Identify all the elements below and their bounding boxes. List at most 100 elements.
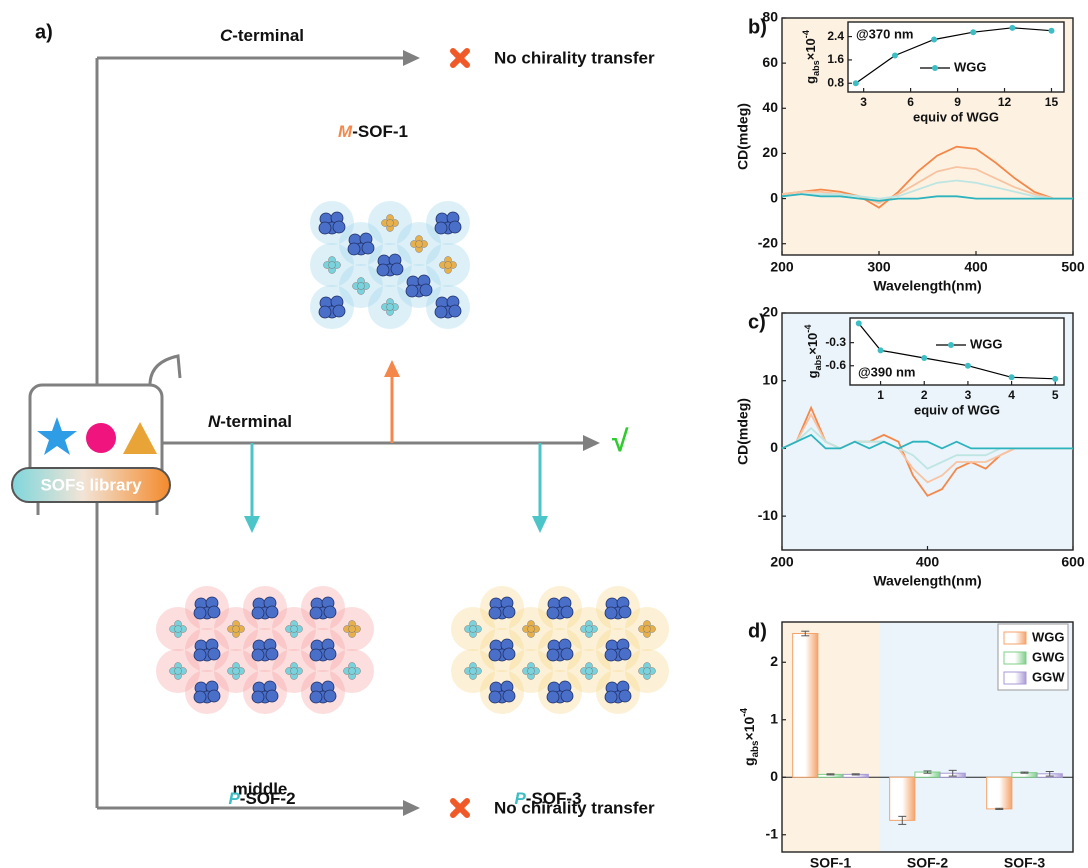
blob [361, 241, 375, 255]
point [931, 36, 938, 43]
legend-label: WGG [954, 59, 987, 74]
x-axis-label: Wavelength(nm) [873, 278, 981, 294]
point [855, 320, 862, 327]
blob [318, 221, 332, 235]
italic-part: P [514, 789, 526, 808]
series-line [781, 145, 1073, 209]
x-tick-label: 300 [867, 258, 891, 274]
blob [323, 647, 337, 661]
node [386, 219, 394, 227]
blob [434, 305, 448, 319]
axis-label: CD(mdeg) [735, 398, 751, 465]
panel-label: c) [748, 311, 766, 333]
y-tick-label: 20 [762, 144, 778, 160]
y-tick-label: 1 [770, 710, 778, 726]
hook [148, 354, 182, 386]
blob [347, 242, 361, 256]
blob [560, 647, 574, 661]
panel-label: d) [748, 620, 767, 642]
y-tick-label: 2.4 [827, 29, 844, 43]
axis-label: gabs×10-4 [739, 707, 761, 765]
panel-label: b) [748, 16, 767, 38]
series-line [781, 193, 1073, 202]
x-tick-label: 400 [916, 553, 940, 569]
blob [309, 648, 323, 662]
arrow-head [403, 800, 420, 816]
panel-label: a) [35, 21, 53, 43]
error-bar [1020, 771, 1029, 774]
y-tick-label: -0.6 [825, 358, 846, 372]
x-tick-label: SOF-3 [1004, 855, 1045, 868]
annotation: @370 nm [856, 26, 913, 41]
blob [207, 689, 221, 703]
annotation: @390 nm [858, 364, 915, 379]
node [348, 667, 356, 675]
blob [251, 690, 265, 704]
label-part: ×10 [741, 717, 757, 741]
node [643, 667, 651, 675]
blob [488, 690, 502, 704]
arrow-head [403, 50, 420, 66]
blob [332, 304, 346, 318]
x-tick-label: 9 [954, 95, 961, 109]
blob [546, 606, 560, 620]
y-tick-label: -20 [758, 234, 778, 250]
y-tick-label: 40 [762, 99, 778, 115]
node [585, 625, 593, 633]
legend-marker [932, 65, 938, 71]
error-bar [898, 815, 907, 825]
label-sub: abs [750, 740, 761, 757]
circle-icon [86, 423, 116, 453]
blob [502, 605, 516, 619]
blob [502, 647, 516, 661]
y-tick-label: -1 [766, 825, 779, 841]
blob [448, 304, 462, 318]
italic-part: M [338, 122, 353, 141]
series-line [855, 27, 1052, 84]
blob [193, 690, 207, 704]
x-tick-label: 3 [860, 95, 867, 109]
bar [792, 633, 819, 778]
point [970, 29, 977, 36]
label-sup: -4 [739, 707, 750, 716]
structure-label: P-SOF-2 [228, 789, 295, 808]
point [1008, 374, 1015, 381]
series-line [781, 166, 1073, 205]
error-bar [851, 773, 860, 776]
arrow-head [384, 360, 400, 377]
y-tick-label: 10 [762, 371, 778, 387]
x-tick-label: 4 [1008, 388, 1015, 402]
blob [618, 605, 632, 619]
blob [251, 606, 265, 620]
point [1048, 27, 1055, 34]
label-part: g [741, 757, 757, 766]
branch-label: C-terminal [220, 26, 304, 45]
arrow-head [532, 516, 548, 533]
series-line [781, 433, 1073, 450]
check-mark: √ [612, 425, 629, 458]
blob [560, 689, 574, 703]
blob [448, 220, 462, 234]
legend-label: GWG [1032, 649, 1065, 664]
branch-label: N-terminal [208, 412, 292, 431]
blob [251, 648, 265, 662]
blob [604, 606, 618, 620]
node [232, 667, 240, 675]
text-part: -terminal [232, 26, 304, 45]
node [290, 625, 298, 633]
point [852, 80, 859, 87]
x-tick-label: 12 [998, 95, 1012, 109]
text-part: -SOF-3 [526, 789, 582, 808]
blob [618, 647, 632, 661]
blob [265, 689, 279, 703]
error-bar [923, 770, 932, 774]
blob [207, 647, 221, 661]
node [328, 261, 336, 269]
x-tick-label: 2 [921, 388, 928, 402]
blob [405, 284, 419, 298]
axis-label: CD(mdeg) [735, 103, 751, 170]
text-part: -SOF-2 [240, 789, 296, 808]
x-tick-label: 6 [907, 95, 914, 109]
node [415, 240, 423, 248]
